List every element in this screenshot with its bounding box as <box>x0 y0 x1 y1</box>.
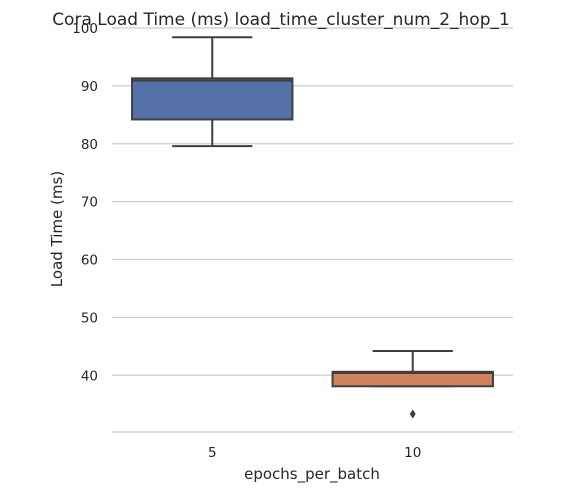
y-tick-label: 50 <box>81 310 98 326</box>
y-tick-labels: 40 50 60 70 80 90 100 <box>72 21 98 384</box>
box-5 <box>131 36 294 148</box>
x-tick-labels: 5 10 <box>208 445 421 461</box>
x-tick-label: 10 <box>404 445 421 461</box>
x-axis-label: epochs_per_batch <box>244 465 380 484</box>
y-tick-label: 80 <box>81 137 98 153</box>
y-axis-label: Load Time (ms) <box>48 171 66 287</box>
iqr-box <box>331 370 494 388</box>
y-tick-label: 40 <box>81 368 98 384</box>
y-tick-label: 100 <box>72 21 98 37</box>
outlier-point <box>409 409 416 419</box>
y-tick-label: 70 <box>81 195 98 211</box>
boxes <box>131 36 494 419</box>
y-tick-label: 90 <box>81 79 98 95</box>
box-10 <box>331 349 494 419</box>
y-tick-label: 60 <box>81 253 98 269</box>
chart-title: Cora Load Time (ms) load_time_cluster_nu… <box>52 10 510 30</box>
iqr-box <box>131 77 294 121</box>
x-tick-label: 5 <box>208 445 217 461</box>
